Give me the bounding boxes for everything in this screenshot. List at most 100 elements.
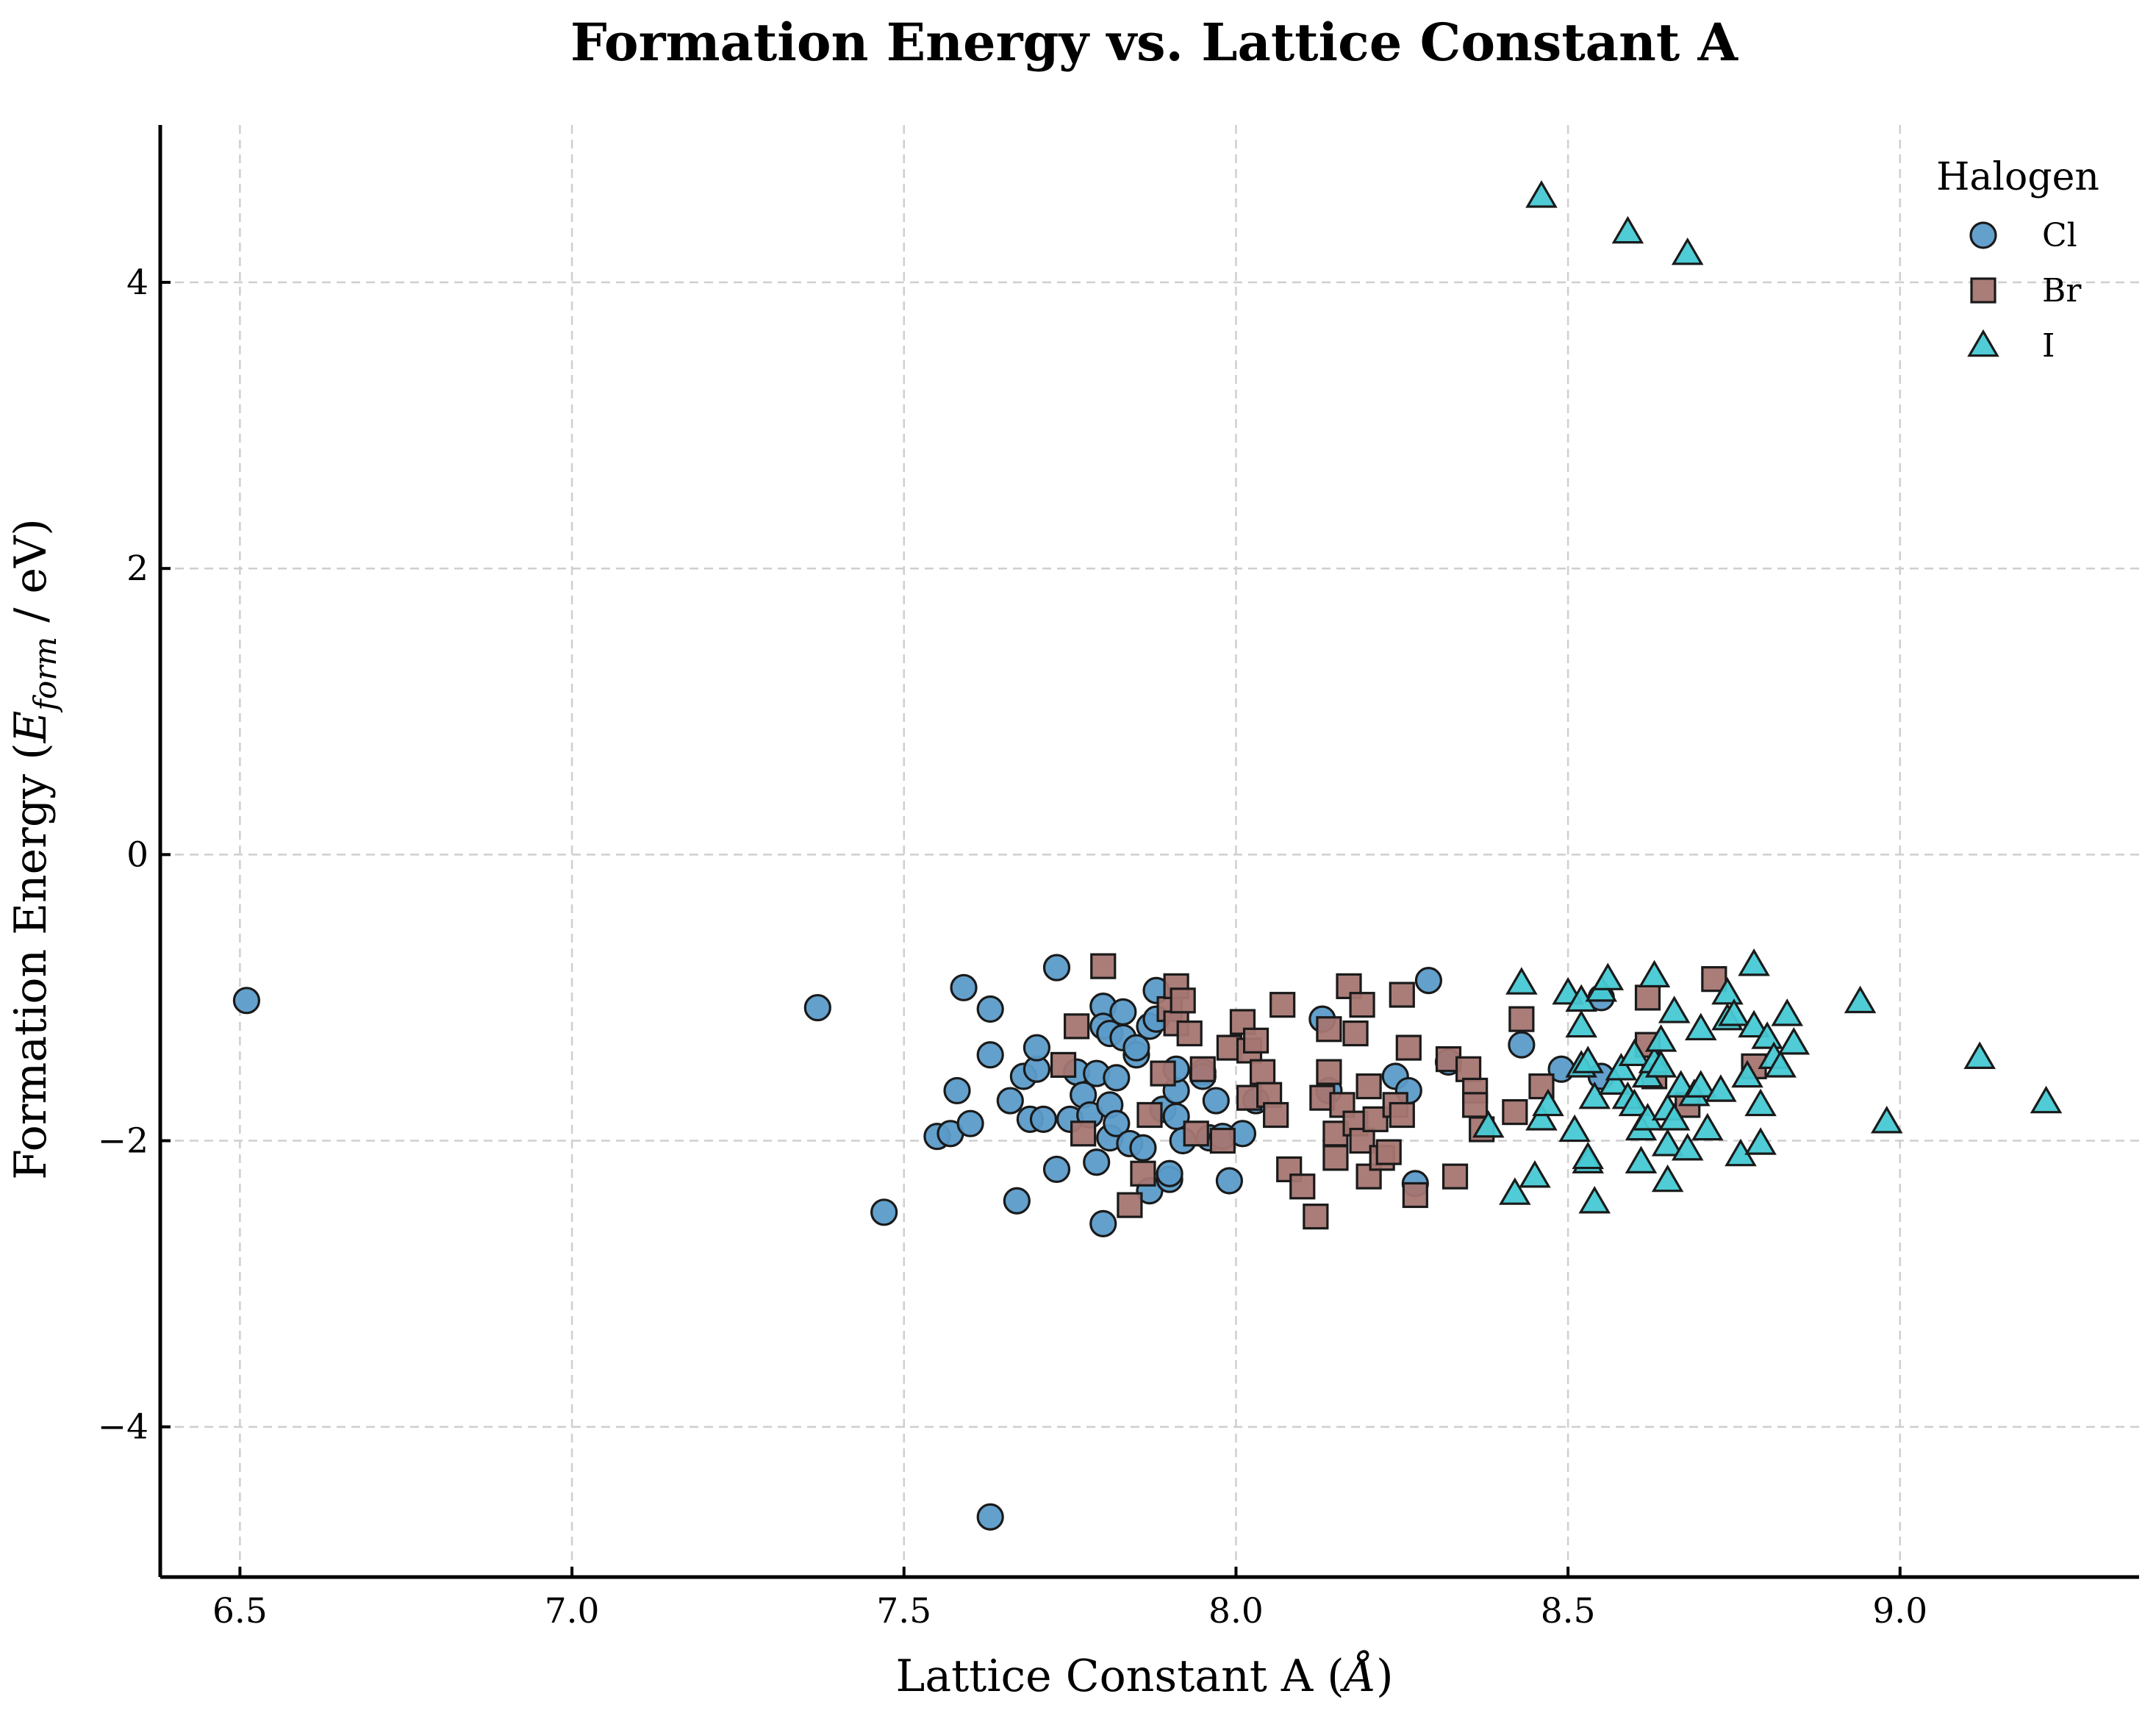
point-I-2 bbox=[1671, 237, 1704, 265]
point-I-26 bbox=[1625, 1145, 1658, 1173]
point-I-24 bbox=[1618, 1088, 1651, 1117]
point-Cl-46 bbox=[1156, 1159, 1183, 1187]
point-I-25 bbox=[1618, 1038, 1651, 1067]
point-I-15 bbox=[1572, 1141, 1604, 1170]
point-I-31 bbox=[1638, 959, 1671, 988]
legend-marker-Cl bbox=[1969, 221, 1997, 249]
point-I-63 bbox=[2030, 1085, 2063, 1114]
y-tick-label-0: −4 bbox=[98, 1407, 148, 1448]
point-Br-56 bbox=[1508, 1006, 1535, 1032]
point-I-17 bbox=[1578, 1186, 1611, 1214]
point-I-55 bbox=[1751, 1021, 1783, 1049]
point-I-8 bbox=[1532, 1088, 1564, 1117]
point-Br-47 bbox=[1395, 1034, 1422, 1061]
point-Cl-6 bbox=[950, 973, 978, 1001]
point-Br-41 bbox=[1362, 1106, 1389, 1132]
point-Br-26 bbox=[1289, 1173, 1316, 1200]
point-Br-1 bbox=[1064, 1013, 1090, 1040]
point-I-52 bbox=[1738, 948, 1770, 976]
point-I-12 bbox=[1565, 1009, 1597, 1038]
point-Br-58 bbox=[1634, 984, 1661, 1011]
point-Cl-64 bbox=[1414, 966, 1443, 995]
x-axis-label: Lattice Constant A (Å) bbox=[896, 1650, 1394, 1702]
point-Cl-32 bbox=[1103, 1064, 1131, 1092]
x-tick-label-3: 8.0 bbox=[1208, 1591, 1264, 1631]
point-I-6 bbox=[1519, 1159, 1551, 1188]
point-Br-53 bbox=[1462, 1092, 1489, 1118]
point-Br-3 bbox=[1090, 953, 1117, 979]
point-Br-46 bbox=[1389, 1101, 1415, 1129]
point-Cl-33 bbox=[1103, 1109, 1131, 1137]
x-tick-label-4: 8.5 bbox=[1541, 1591, 1596, 1631]
point-Cl-56 bbox=[1215, 1167, 1244, 1195]
point-Br-14 bbox=[1189, 1056, 1216, 1082]
point-Cl-5 bbox=[943, 1076, 971, 1105]
point-I-34 bbox=[1651, 1129, 1684, 1156]
y-tick-label-3: 2 bbox=[126, 548, 148, 589]
point-Cl-1 bbox=[803, 993, 831, 1022]
point-Cl-11 bbox=[996, 1087, 1024, 1115]
point-I-45 bbox=[1705, 1074, 1737, 1102]
point-Cl-10 bbox=[976, 1503, 1004, 1531]
point-I-1 bbox=[1611, 215, 1644, 244]
y-tick-label-1: −2 bbox=[98, 1121, 148, 1162]
point-I-5 bbox=[1505, 967, 1538, 995]
point-I-50 bbox=[1731, 1059, 1763, 1088]
point-I-42 bbox=[1685, 1070, 1717, 1098]
point-Cl-8 bbox=[976, 995, 1004, 1023]
point-Br-13 bbox=[1183, 1120, 1209, 1147]
point-I-33 bbox=[1644, 1024, 1677, 1052]
y-axis-label: Formation Energy (Eform / eV) bbox=[5, 518, 63, 1180]
point-Br-48 bbox=[1402, 1181, 1428, 1209]
point-Br-38 bbox=[1349, 992, 1375, 1018]
point-Br-62 bbox=[1701, 966, 1727, 993]
y-tick-label-2: 0 bbox=[126, 834, 148, 875]
x-tick-label-0: 6.5 bbox=[212, 1591, 268, 1631]
y-tick-label-4: 4 bbox=[126, 262, 148, 303]
legend: Halogen Cl Br I bbox=[1936, 155, 2099, 365]
point-I-7 bbox=[1525, 1103, 1558, 1131]
point-I-21 bbox=[1598, 1067, 1631, 1095]
point-Br-0 bbox=[1050, 1051, 1077, 1078]
point-Br-55 bbox=[1502, 1099, 1528, 1126]
point-Br-5 bbox=[1130, 1160, 1156, 1187]
point-I-36 bbox=[1651, 1164, 1684, 1193]
point-Br-30 bbox=[1316, 1016, 1342, 1043]
point-Br-2 bbox=[1070, 1120, 1097, 1147]
legend-marker-I bbox=[1967, 329, 1999, 357]
legend-label-Cl: Cl bbox=[2042, 217, 2077, 254]
x-tick-label-1: 7.0 bbox=[545, 1591, 600, 1631]
point-Br-7 bbox=[1150, 1060, 1176, 1087]
point-I-38 bbox=[1658, 995, 1691, 1023]
point-Br-11 bbox=[1170, 987, 1196, 1014]
point-I-0 bbox=[1525, 180, 1558, 208]
point-Cl-0 bbox=[232, 987, 261, 1015]
point-I-62 bbox=[1963, 1041, 1996, 1069]
point-I-32 bbox=[1644, 1050, 1677, 1078]
point-I-53 bbox=[1744, 1127, 1777, 1155]
point-Cl-7 bbox=[956, 1109, 984, 1137]
point-Br-45 bbox=[1389, 982, 1415, 1008]
point-Br-21 bbox=[1249, 1059, 1276, 1085]
point-Br-36 bbox=[1342, 1020, 1369, 1047]
axes bbox=[158, 125, 2139, 1579]
legend-marker-Br bbox=[1970, 277, 1996, 304]
point-I-43 bbox=[1685, 1012, 1717, 1041]
point-I-4 bbox=[1499, 1177, 1531, 1205]
legend-label-I: I bbox=[2042, 327, 2055, 365]
point-I-61 bbox=[1870, 1106, 1903, 1134]
point-Br-25 bbox=[1276, 1156, 1303, 1183]
point-I-58 bbox=[1771, 998, 1804, 1026]
point-Br-50 bbox=[1441, 1163, 1469, 1190]
chart-title: Formation Energy vs. Lattice Constant A bbox=[570, 12, 1739, 73]
x-tick-label-2: 7.5 bbox=[876, 1591, 931, 1631]
point-Br-51 bbox=[1455, 1056, 1482, 1082]
point-Br-6 bbox=[1136, 1101, 1163, 1129]
point-Cl-9 bbox=[976, 1041, 1004, 1069]
point-I-37 bbox=[1658, 1103, 1691, 1131]
point-I-22 bbox=[1605, 1053, 1638, 1081]
point-Br-20 bbox=[1242, 1027, 1269, 1054]
tick-labels: 6.5 7.0 7.5 8.0 8.5 9.0 −4 −2 0 2 4 bbox=[98, 262, 1927, 1631]
point-Br-24 bbox=[1269, 992, 1296, 1018]
